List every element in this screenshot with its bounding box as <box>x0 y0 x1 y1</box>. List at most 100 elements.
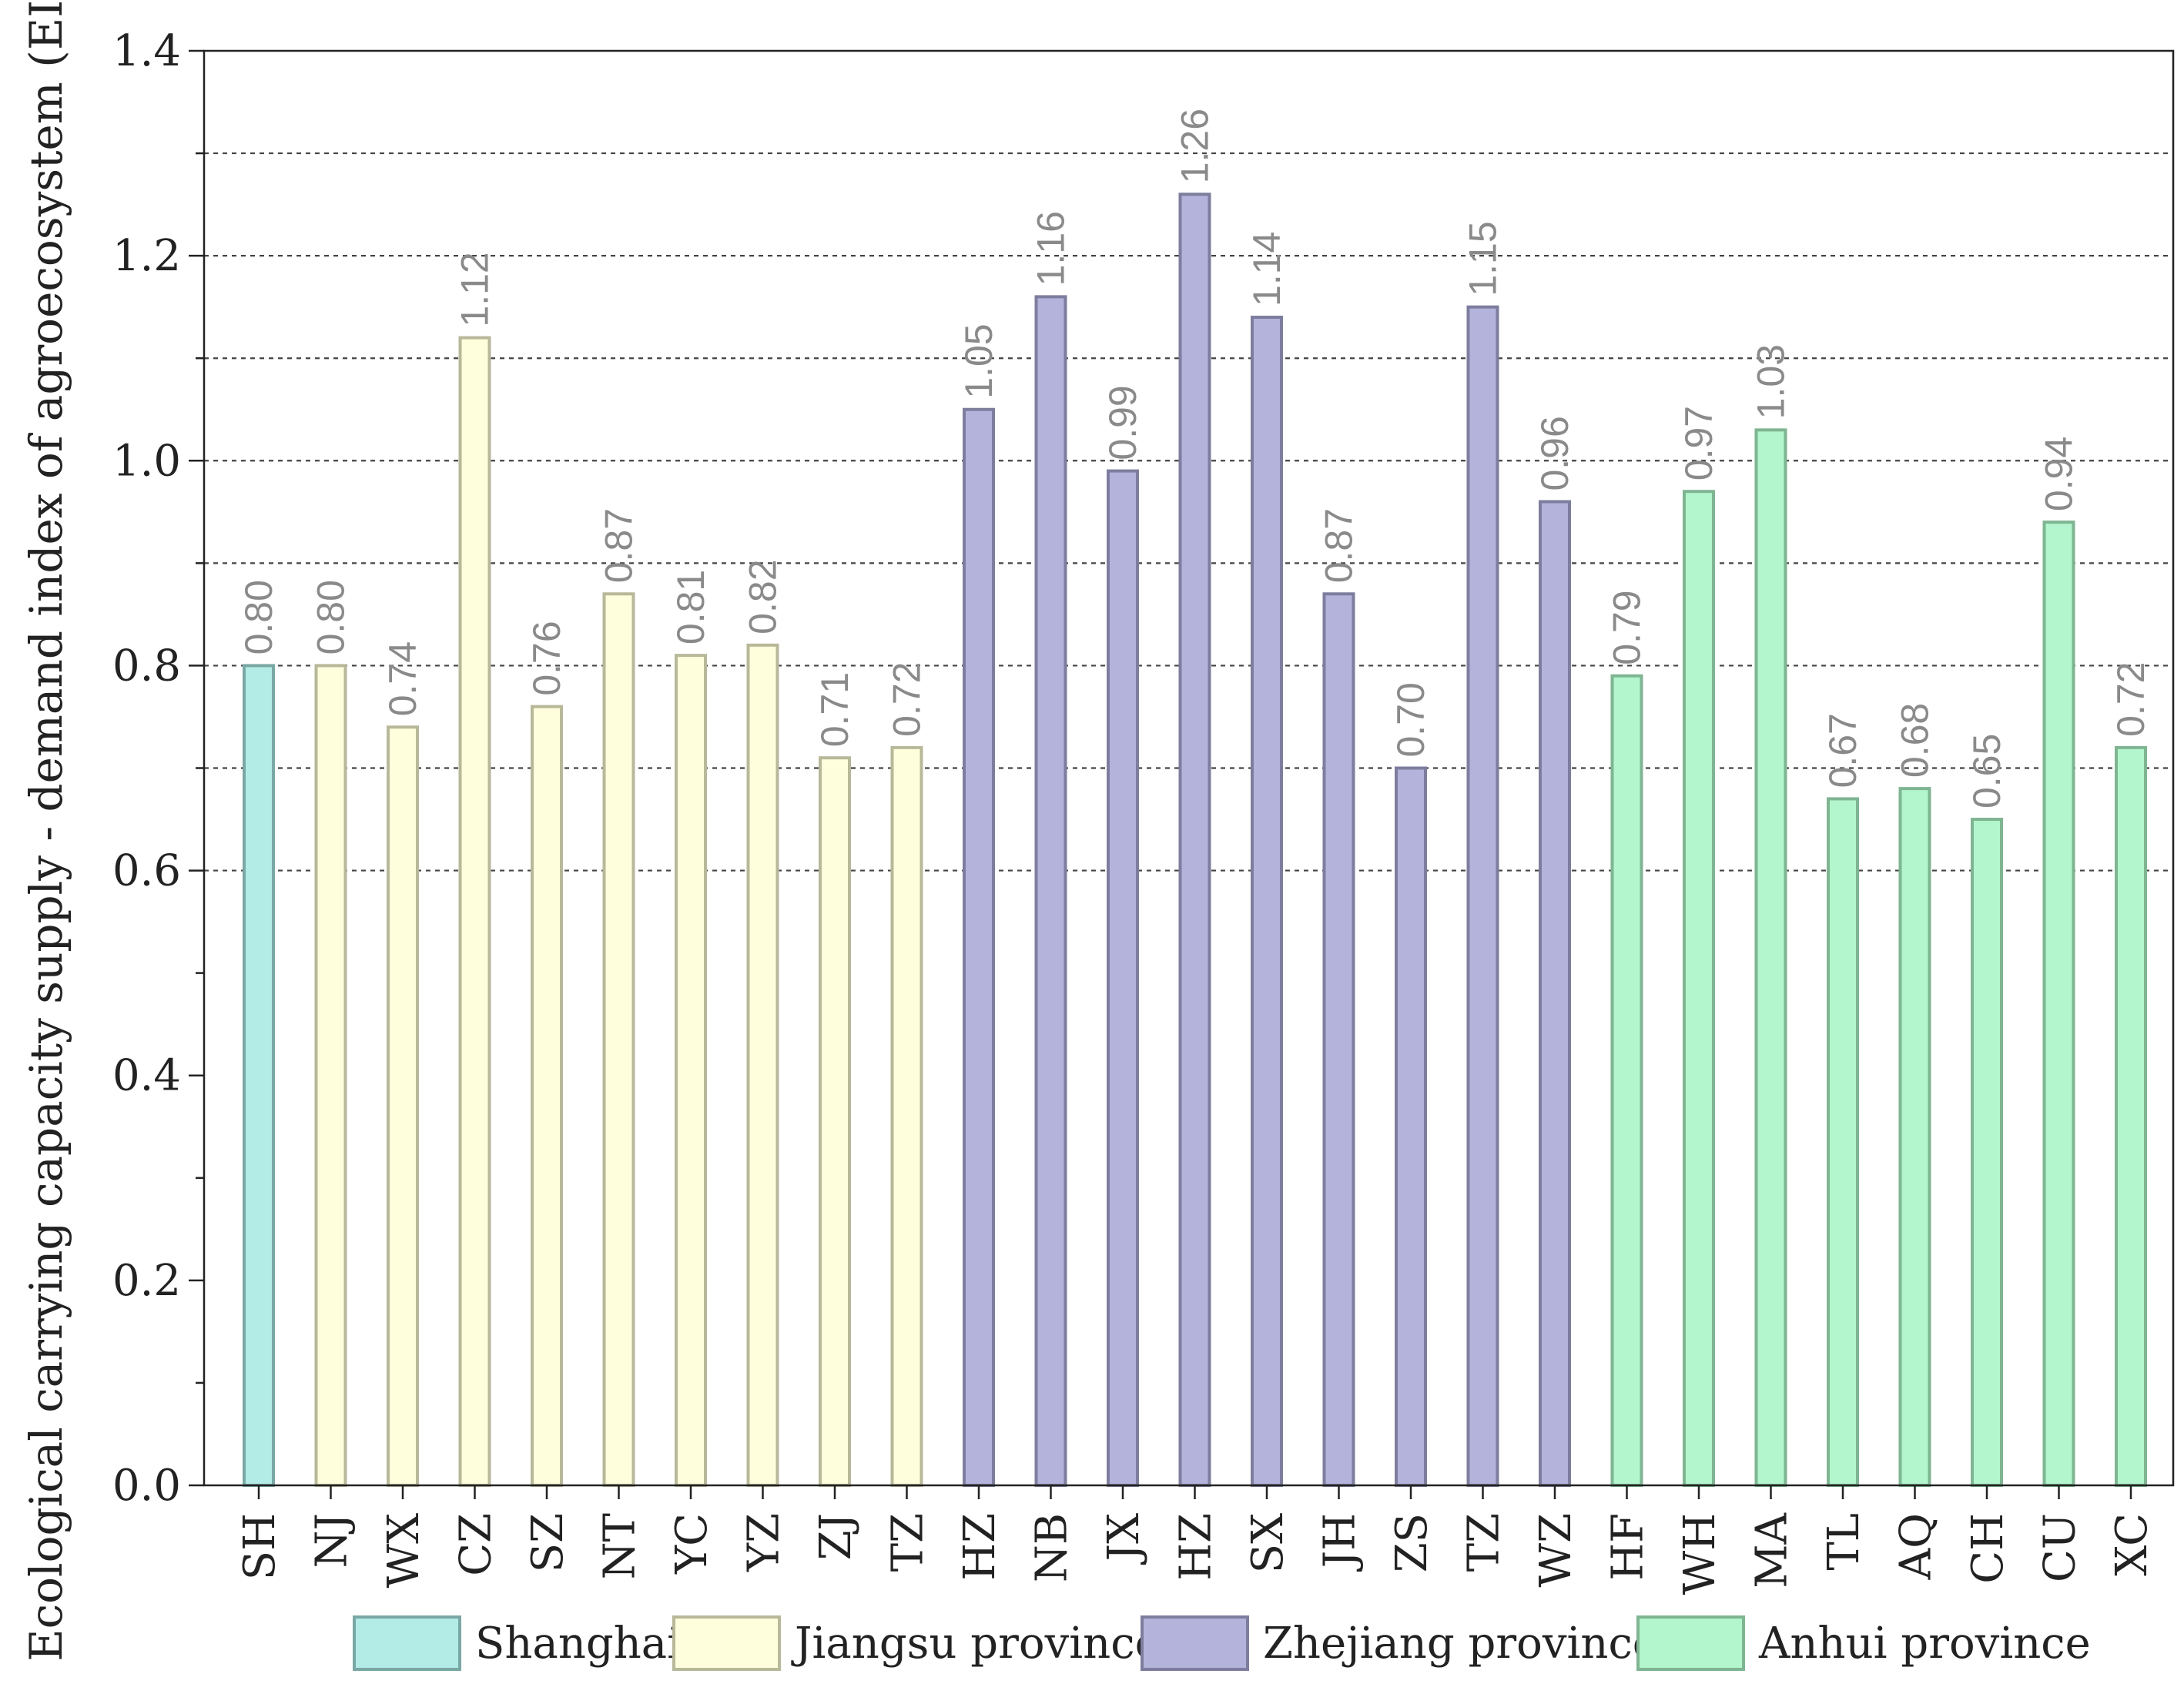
x-category-label: NB <box>1027 1513 1077 1582</box>
bar-value-label: 1.12 <box>454 252 497 326</box>
bar-value-label: 0.99 <box>1101 385 1144 460</box>
legend-label: Zhejiang province <box>1263 1619 1658 1669</box>
y-tick-label: 0.2 <box>112 1256 181 1306</box>
bar <box>531 705 563 1487</box>
x-category-label: JX <box>1099 1513 1149 1565</box>
x-category-label: HZ <box>955 1513 1005 1581</box>
x-category-label: NJ <box>307 1513 357 1568</box>
x-category-label: CZ <box>451 1513 501 1576</box>
bar <box>1539 500 1571 1487</box>
bar <box>1754 428 1787 1487</box>
bar-value-label: 0.71 <box>813 672 856 747</box>
x-category-label: AQ <box>1891 1513 1941 1580</box>
bar-value-label: 0.80 <box>237 580 280 655</box>
bar <box>746 643 779 1487</box>
bar-value-label: 1.14 <box>1245 232 1288 306</box>
x-category-label: CH <box>1963 1513 2013 1584</box>
legend-label: Shanghai <box>475 1619 681 1669</box>
bar-value-label: 0.70 <box>1389 682 1432 757</box>
bar <box>1034 295 1067 1487</box>
bar-value-label: 0.68 <box>1894 703 1937 778</box>
bar <box>1178 193 1211 1487</box>
y-axis: 0.0 0.2 0.4 0.6 0.8 1.0 1.2 1.4 <box>112 26 204 1511</box>
bar-value-label: 1.15 <box>1462 221 1505 296</box>
bar-value-label: 0.96 <box>1533 416 1576 490</box>
legend-swatch <box>353 1615 461 1671</box>
bar <box>1683 490 1715 1487</box>
bar <box>2042 521 2075 1488</box>
x-category-label: SX <box>1243 1513 1293 1573</box>
bar <box>819 756 851 1487</box>
x-category-label: CU <box>2035 1513 2085 1582</box>
y-tick-label: 0.6 <box>112 846 181 896</box>
x-category-label: TZ <box>883 1513 933 1572</box>
legend-swatch <box>1636 1615 1745 1671</box>
y-tick-label: 0.8 <box>112 641 181 691</box>
y-tick-label: 0.4 <box>112 1051 181 1101</box>
bar <box>1395 766 1427 1487</box>
bar <box>1251 315 1283 1487</box>
x-category-label: HZ <box>1171 1513 1221 1581</box>
y-tick-label: 1.2 <box>112 231 181 281</box>
x-category-label: YZ <box>739 1513 789 1572</box>
bar <box>2115 745 2147 1487</box>
x-category-label: TZ <box>1459 1513 1509 1572</box>
x-category-label: HF <box>1603 1513 1653 1581</box>
bar-value-label: 0.94 <box>2038 437 2081 511</box>
bar-value-label: 1.05 <box>957 323 1000 398</box>
legend: Shanghai Jiangsu province Zhejiang provinc… <box>353 1615 2091 1671</box>
bar-value-label: 0.97 <box>1677 406 1720 480</box>
x-category-label: JH <box>1315 1513 1365 1572</box>
bar-value-label: 0.67 <box>1821 713 1864 788</box>
bar-value-label: 0.65 <box>1965 734 2008 809</box>
y-tick-label: 1.0 <box>112 436 181 486</box>
y-tick-label: 1.4 <box>112 26 181 76</box>
bar-value-label: 0.81 <box>669 570 712 644</box>
bar <box>1971 818 2003 1488</box>
bar-value-label: 1.16 <box>1030 211 1073 286</box>
bar <box>1322 592 1355 1487</box>
x-category-label: WH <box>1675 1513 1725 1595</box>
y-axis-title: Ecological carrying capacity supply - de… <box>20 0 72 1662</box>
bar <box>1466 305 1499 1487</box>
bar-value-label: 0.82 <box>742 559 785 634</box>
y-tick-label: 0.0 <box>112 1461 181 1511</box>
legend-swatch <box>672 1615 781 1671</box>
bar <box>963 407 995 1487</box>
x-category-label: SZ <box>523 1513 573 1572</box>
bar-value-label: 0.80 <box>310 580 353 655</box>
bar-value-label: 0.87 <box>598 508 641 583</box>
bar-value-label: 1.26 <box>1174 109 1217 183</box>
legend-label: Anhui province <box>1758 1619 2091 1669</box>
legend-label: Jiangsu province <box>791 1619 1161 1669</box>
x-category-label: MA <box>1747 1512 1797 1588</box>
x-category-label: NT <box>595 1513 645 1579</box>
bar-value-label: 0.87 <box>1318 508 1361 583</box>
bar-value-label: 0.72 <box>886 662 929 737</box>
x-category-label: WZ <box>1531 1513 1581 1587</box>
x-axis: SH NJ WX CZ SZ NT YC YZ ZJ TZ HZ NB JX HZ SX JH ZS TZ WZ HF… <box>235 1485 2157 1595</box>
bar <box>1107 469 1139 1487</box>
bar-value-label: 0.74 <box>381 641 424 716</box>
bar-value-label: 0.76 <box>525 621 568 695</box>
bar <box>243 664 275 1487</box>
x-category-label: ZS <box>1387 1513 1437 1572</box>
bar <box>890 745 923 1487</box>
x-category-label: WX <box>379 1513 429 1589</box>
bar <box>602 592 635 1487</box>
bar <box>1898 787 1931 1487</box>
bar <box>1610 674 1643 1487</box>
bar <box>387 725 419 1487</box>
bar-value-label: 0.79 <box>1606 590 1649 665</box>
x-category-label: XC <box>2107 1513 2157 1576</box>
bar <box>458 336 491 1488</box>
bars: 0.80 0.80 0.74 1.12 0.76 0.87 0.81 0.82 0.71 0.72… <box>237 109 2152 1488</box>
bar <box>314 664 347 1487</box>
x-category-label: YC <box>667 1513 717 1575</box>
bar <box>675 654 707 1487</box>
bar-value-label: 1.03 <box>1750 344 1793 419</box>
x-category-label: SH <box>235 1513 285 1580</box>
bar <box>1827 797 1859 1487</box>
x-category-label: ZJ <box>811 1513 861 1560</box>
